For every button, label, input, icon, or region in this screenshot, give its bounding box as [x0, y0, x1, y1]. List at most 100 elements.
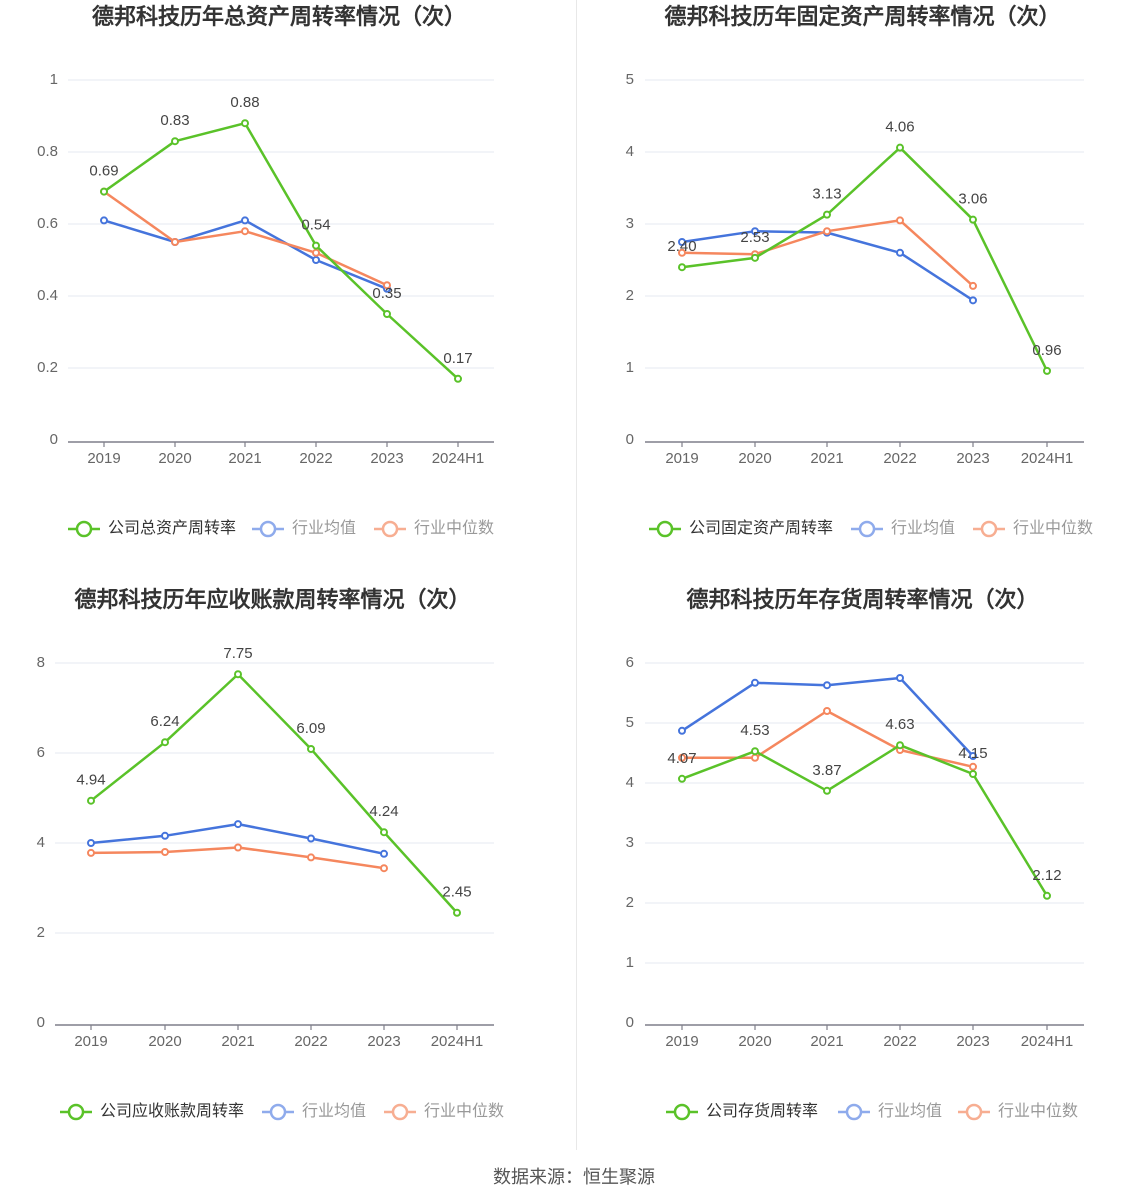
data-label: 4.94 [76, 772, 105, 789]
data-label: 0.35 [372, 285, 401, 302]
legend-label: 公司固定资产周转率 [689, 519, 833, 537]
legend-label: 行业均值 [878, 1102, 942, 1120]
data-point [171, 137, 179, 146]
x-tick-label: 2020 [158, 450, 191, 467]
data-point [380, 864, 388, 873]
legend-item: 行业中位数 [374, 519, 494, 538]
data-label: 4.06 [885, 119, 914, 136]
legend-marker [259, 520, 277, 538]
x-tick-label: 2019 [87, 450, 120, 467]
data-point [161, 738, 169, 747]
data-point [751, 753, 759, 762]
data-point [100, 216, 108, 225]
data-point [823, 210, 831, 219]
legend-item: 行业均值 [252, 519, 356, 538]
y-tick-label: 6 [626, 654, 634, 671]
x-tick-label: 2019 [74, 1033, 107, 1050]
y-tick-label: 2 [37, 924, 45, 941]
y-tick-label: 1 [626, 954, 634, 971]
data-point [307, 834, 315, 843]
data-point [380, 849, 388, 858]
legend-label: 行业中位数 [1013, 519, 1093, 537]
y-tick-label: 1 [626, 359, 634, 376]
y-tick-label: 2 [626, 894, 634, 911]
data-label: 6.24 [150, 713, 179, 730]
x-tick-label: 2020 [148, 1033, 181, 1050]
legend-item: 行业均值 [838, 1102, 942, 1121]
x-tick-label: 2023 [956, 1033, 989, 1050]
data-point [678, 263, 686, 272]
legend-marker [980, 520, 998, 538]
data-label: 0.88 [230, 94, 259, 111]
data-label: 4.15 [958, 745, 987, 762]
data-point [1043, 366, 1051, 375]
chart-receivables-turnover: 德邦科技历年应收账款周转率情况（次） 0 2 4 6 8 2019 2020 2021 2022 2… [0, 583, 574, 1165]
data-point [307, 853, 315, 862]
legend-label: 公司存货周转率 [706, 1102, 818, 1120]
x-tick-label: 2024H1 [431, 1033, 484, 1050]
series-line [681, 229, 974, 302]
series-line [681, 676, 974, 757]
data-label: 4.53 [740, 722, 769, 739]
x-tick-label: 2019 [665, 1033, 698, 1050]
data-label: 6.09 [296, 720, 325, 737]
data-point [234, 670, 242, 679]
legend-item: 行业均值 [262, 1102, 366, 1121]
data-point [383, 281, 391, 290]
x-tick-label: 2021 [228, 450, 261, 467]
y-tick-label: 1 [50, 71, 58, 88]
data-point [969, 770, 977, 778]
chart-total-asset-turnover: 德邦科技历年总资产周转率情况（次） 0 0.2 0.4 0.6 0.8 1 2019 2020 2… [0, 0, 574, 582]
data-label: 3.13 [812, 186, 841, 203]
data-label: 3.06 [958, 191, 987, 208]
series-line [681, 743, 1049, 897]
data-point [161, 831, 169, 840]
y-tick-label: 0.2 [37, 359, 58, 376]
y-tick-label: 4 [626, 774, 634, 791]
chart-title: 德邦科技历年存货周转率情况（次） [686, 587, 1038, 612]
legend-marker [381, 520, 399, 538]
data-point [312, 248, 320, 257]
data-point [896, 741, 904, 750]
legend-marker [656, 520, 674, 538]
data-label: 2.12 [1032, 867, 1061, 884]
data-point [896, 143, 904, 152]
legend-label: 行业均值 [302, 1102, 366, 1120]
legend-label: 公司总资产周转率 [108, 519, 236, 537]
data-point [87, 839, 95, 847]
legend-marker [858, 520, 876, 538]
legend-item: 行业中位数 [973, 519, 1093, 538]
data-label: 0.69 [89, 163, 118, 180]
series-line [681, 146, 1049, 372]
legend-marker [965, 1103, 983, 1121]
series-line [103, 121, 459, 380]
y-tick-label: 6 [37, 744, 45, 761]
legend-marker [845, 1103, 863, 1121]
legend-item: 行业均值 [851, 519, 955, 538]
legend-label: 行业中位数 [414, 519, 494, 537]
y-tick-label: 0 [626, 431, 634, 448]
x-tick-label: 2022 [299, 450, 332, 467]
chart-title: 德邦科技历年固定资产周转率情况（次） [664, 4, 1060, 29]
legend-marker [391, 1103, 409, 1121]
data-point [161, 848, 169, 856]
y-tick-label: 0 [626, 1014, 634, 1031]
data-point [234, 820, 242, 829]
data-label: 2.53 [740, 229, 769, 246]
data-point [969, 296, 977, 305]
data-label: 4.24 [369, 803, 398, 820]
y-tick-label: 3 [626, 834, 634, 851]
data-point [896, 216, 904, 225]
data-point [307, 744, 315, 753]
data-point [823, 681, 831, 690]
data-point [100, 187, 108, 196]
y-tick-label: 3 [626, 215, 634, 232]
data-point [312, 256, 320, 264]
x-tick-label: 2023 [370, 450, 403, 467]
x-tick-label: 2020 [738, 1033, 771, 1050]
x-tick-label: 2024H1 [432, 450, 485, 467]
chart-title: 德邦科技历年总资产周转率情况（次） [92, 4, 466, 29]
data-label: 7.75 [223, 645, 252, 662]
data-source: 数据来源：恒生聚源 [493, 1167, 655, 1187]
legend-item: 行业中位数 [384, 1102, 504, 1121]
